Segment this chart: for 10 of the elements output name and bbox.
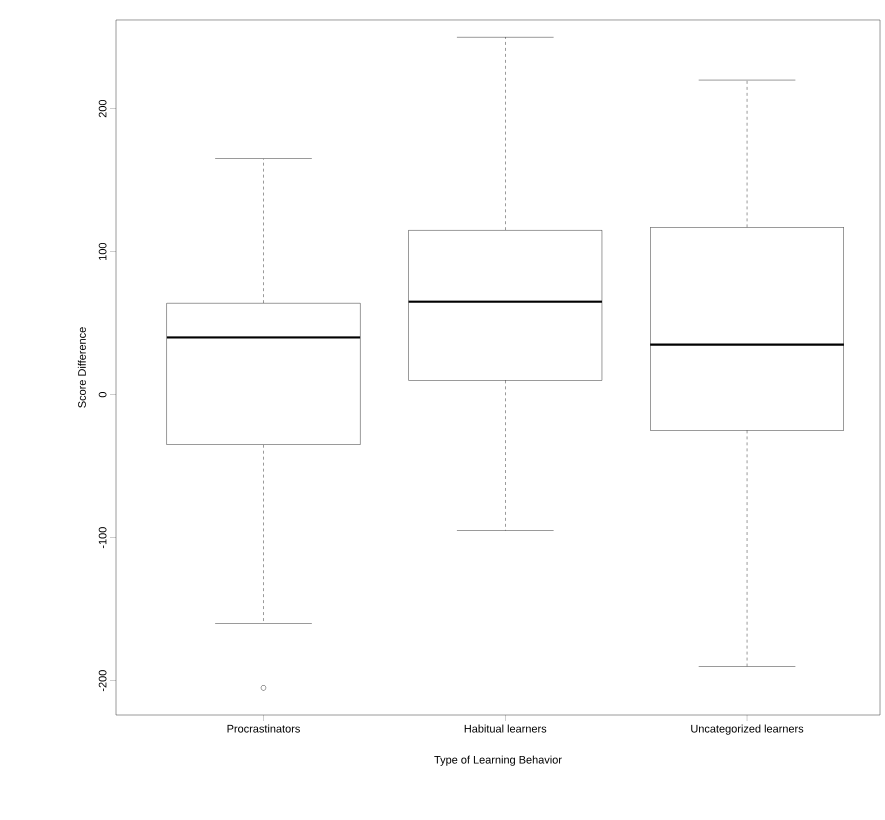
- x-axis-title: Type of Learning Behavior: [434, 756, 562, 766]
- y-tick-label: 0: [98, 392, 106, 398]
- y-tick-label: 200: [98, 100, 106, 118]
- y-tick-label: -200: [98, 670, 106, 692]
- y-tick-label: 100: [98, 242, 106, 260]
- y-tick-label: -100: [98, 527, 106, 548]
- x-tick-label: Uncategorized learners: [691, 724, 804, 735]
- y-axis-title: Score Difference: [78, 327, 86, 408]
- x-tick-label: Procrastinators: [228, 724, 300, 733]
- x-tick-label: Habitual learners: [464, 724, 546, 733]
